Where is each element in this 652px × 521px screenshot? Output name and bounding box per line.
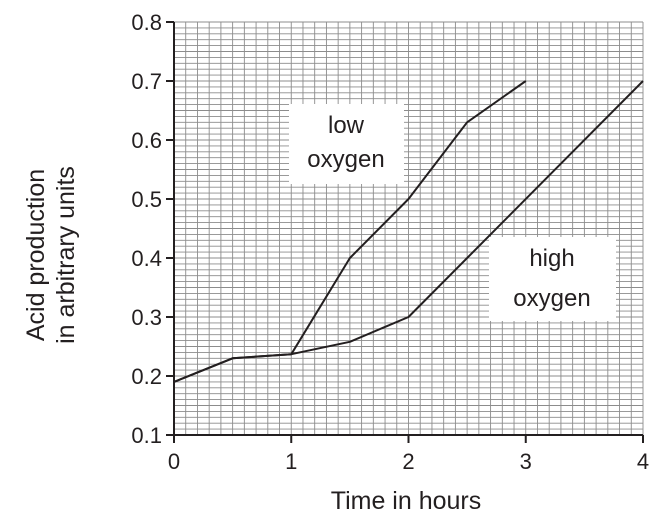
x-tick-label: 1 (285, 449, 297, 474)
y-tick-label: 0.6 (131, 128, 162, 153)
y-tick-label: 0.5 (131, 187, 162, 212)
x-tick-label: 4 (637, 449, 649, 474)
series-line-high-oxygen (173, 80, 644, 383)
x-axis-label: Time in hours (331, 487, 482, 515)
grid (173, 21, 644, 436)
x-tick-label: 0 (168, 449, 180, 474)
y-axis-label-line2: in arbitrary units (52, 166, 80, 344)
y-tick-labels: 0.1 0.2 0.3 0.4 0.5 0.6 0.7 0.8 (131, 10, 162, 448)
annotation-high-oxygen: high oxygen (489, 237, 616, 321)
y-tick-label: 0.2 (131, 364, 162, 389)
y-axis-label-line1: Acid production (22, 169, 50, 341)
x-tick-label: 3 (520, 449, 532, 474)
annotation-low-oxygen-line2: oxygen (307, 146, 384, 173)
annotation-low-oxygen-line1: low (328, 112, 365, 139)
axes (166, 21, 644, 443)
y-tick-label: 0.3 (131, 305, 162, 330)
x-tick-label: 2 (402, 449, 414, 474)
y-tick-label: 0.7 (131, 69, 162, 94)
series-layer (173, 80, 644, 383)
x-tick-labels: 0 1 2 3 4 (168, 449, 649, 474)
y-tick-label: 0.1 (131, 423, 162, 448)
annotation-high-oxygen-line2: oxygen (513, 285, 590, 312)
y-tick-label: 0.8 (131, 10, 162, 35)
annotation-high-oxygen-line1: high (529, 245, 574, 272)
annotation-low-oxygen: low oxygen (289, 104, 404, 184)
y-tick-label: 0.4 (131, 246, 162, 271)
